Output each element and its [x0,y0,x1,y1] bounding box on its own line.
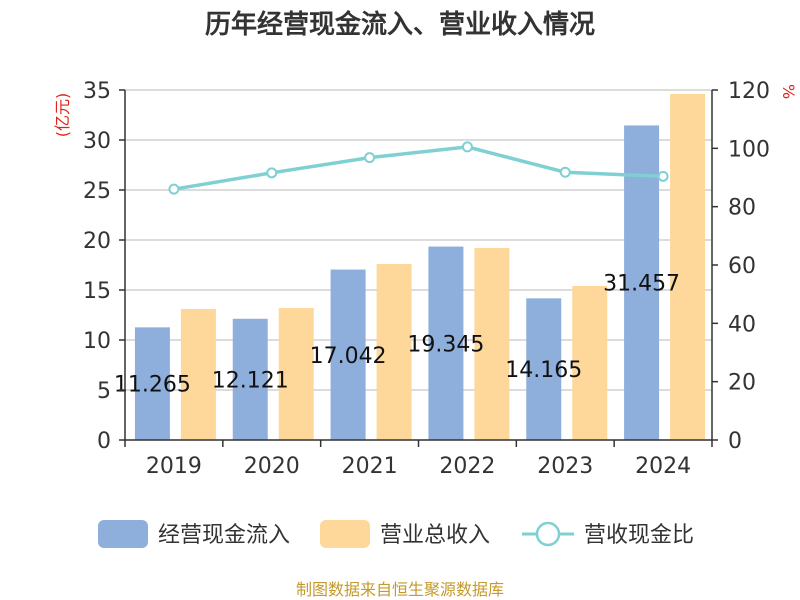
bar-cash-inflow [624,125,660,441]
chart-title: 历年经营现金流入、营业收入情况 [205,9,595,40]
bar-revenue [670,94,706,440]
bar-value-label: 12.121 [212,368,289,393]
right-axis-unit: % [779,84,798,99]
bar-revenue [572,286,608,440]
right-tick-label: 60 [728,254,756,279]
ratio-point [168,183,180,195]
ratio-point [266,167,278,179]
bars [134,94,706,441]
right-tick-label: 120 [728,79,770,104]
bar-value-label: 31.457 [603,272,680,297]
bar-cash-inflow [526,298,562,440]
ratio-point [364,152,376,164]
bar-value-label: 14.165 [505,358,582,383]
left-tick-label: 30 [83,129,111,154]
left-tick-label: 10 [83,329,111,354]
bar-cash-inflow [330,269,366,440]
bar-revenue [180,309,216,440]
bar-value-label: 19.345 [407,332,484,357]
bar-cash-inflow [232,318,268,440]
left-axis-unit: (亿元) [53,93,72,138]
left-tick-label: 25 [83,179,111,204]
left-tick-label: 15 [83,279,111,304]
legend-swatch-ratio-marker [535,521,561,547]
right-tick-label: 40 [728,312,756,337]
right-tick-label: 20 [728,371,756,396]
ratio-point [559,166,571,178]
left-tick-label: 0 [97,429,111,454]
legend-label: 营收现金比 [584,523,694,548]
left-tick-label: 5 [97,379,111,404]
source-note: 制图数据来自恒生聚源数据库 [296,580,504,599]
left-tick-label: 20 [83,229,111,254]
ratio-line [168,141,669,195]
bar-value-label: 17.042 [310,344,387,369]
ratio-point [657,170,669,182]
x-tick-label: 2020 [244,454,300,479]
bar-labels: 11.265 12.121 17.042 19.345 14.165 31.457 [114,272,680,398]
x-tick-label: 2023 [537,454,593,479]
x-tick-label: 2024 [635,454,691,479]
right-tick-label: 80 [728,196,756,221]
bar-cash-inflow [134,327,170,440]
left-tick-label: 35 [83,79,111,104]
axes: 0 5 10 15 20 25 30 35 0 20 40 60 80 100 120 2019 2020 202… [83,79,770,479]
bar-cash-inflow [428,246,464,440]
legend-label: 营业总收入 [380,523,490,548]
ratio-line-path [173,145,664,191]
x-tick-label: 2019 [146,454,202,479]
legend[interactable]: 经营现金流入 营业总收入 营收现金比 [98,520,694,548]
legend-swatch-revenue [320,520,370,548]
right-tick-label: 0 [728,429,742,454]
legend-swatch-cash-inflow [98,520,148,548]
bar-revenue [474,248,510,440]
x-tick-label: 2022 [439,454,495,479]
bar-revenue [376,264,412,440]
gridlines [125,89,712,441]
bar-value-label: 11.265 [114,373,191,398]
ratio-point [461,141,473,153]
legend-label: 经营现金流入 [158,523,290,548]
right-tick-label: 100 [728,137,770,162]
x-tick-label: 2021 [342,454,398,479]
bar-revenue [278,308,314,440]
